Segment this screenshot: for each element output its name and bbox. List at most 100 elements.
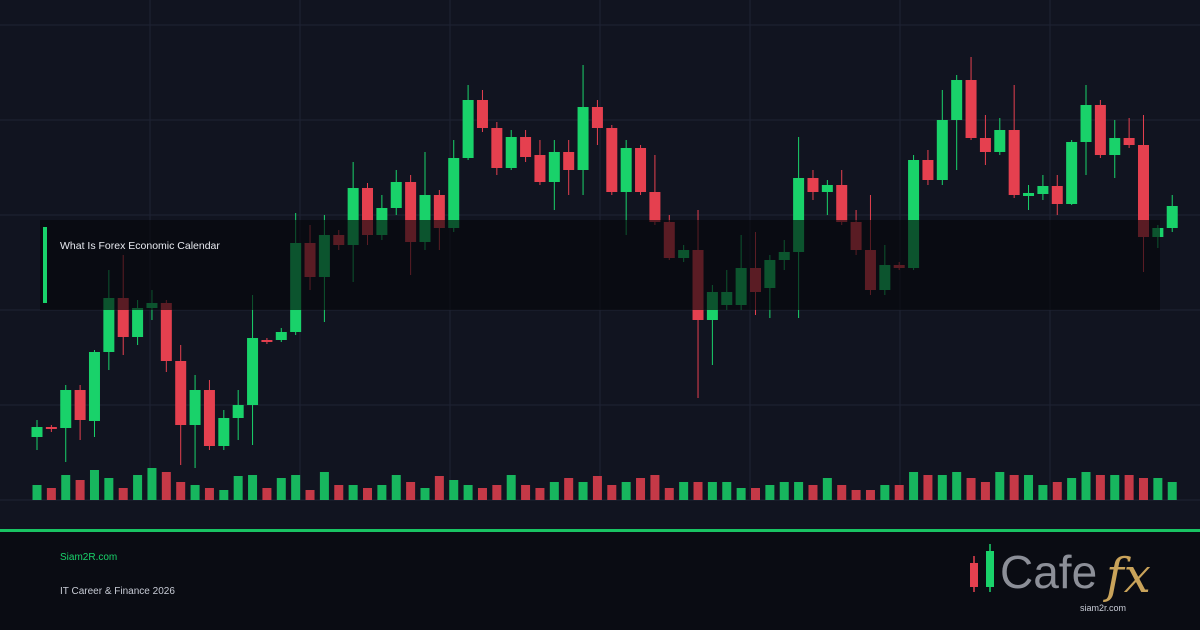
- volume-bar: [851, 490, 861, 500]
- volume-bar: [276, 478, 286, 500]
- volume-bar: [1138, 478, 1148, 500]
- volume-bar: [377, 485, 387, 500]
- volume-bar: [722, 482, 732, 500]
- volume-bar: [1081, 472, 1091, 500]
- candle-body: [1066, 142, 1078, 204]
- candle-body: [232, 405, 244, 418]
- candle-body: [462, 100, 474, 158]
- candle-body: [1023, 193, 1035, 196]
- volume-bar: [348, 485, 358, 500]
- logo: Cafe fx siam2r.com: [970, 544, 1151, 613]
- volume-bar: [233, 476, 243, 500]
- volume-bar: [219, 490, 229, 500]
- candle-body: [45, 427, 57, 429]
- candle-body: [175, 361, 187, 425]
- volume-bar: [147, 468, 157, 500]
- volume-bar: [1052, 482, 1062, 500]
- candle-body: [620, 148, 632, 192]
- candle-body: [649, 192, 661, 222]
- volume-bar: [391, 475, 401, 500]
- volume-bar: [1124, 475, 1134, 500]
- volume-bar: [736, 488, 746, 500]
- candle-body: [203, 390, 215, 446]
- candle-body: [505, 137, 517, 168]
- volume-bar: [880, 485, 890, 500]
- candle-body: [117, 298, 129, 337]
- volume-bar: [463, 485, 473, 500]
- volume-bar: [89, 470, 99, 500]
- volume-bar: [449, 480, 459, 500]
- candle-body: [979, 138, 991, 152]
- volume-bar: [607, 485, 617, 500]
- volume-bar: [506, 475, 516, 500]
- volume-bar: [521, 485, 531, 500]
- volume-bar: [1110, 475, 1120, 500]
- volume-bar: [176, 482, 186, 500]
- candle-body: [103, 298, 115, 352]
- volume-bar: [664, 488, 674, 500]
- volume-bar: [923, 475, 933, 500]
- volume-bar: [133, 475, 143, 500]
- volume-bar: [693, 482, 703, 500]
- candle-body: [922, 160, 934, 180]
- volume-bar: [406, 482, 416, 500]
- volume-bar: [995, 472, 1005, 500]
- title-overlay: [40, 220, 1160, 310]
- volume-bar: [319, 472, 329, 500]
- volume-bar: [751, 488, 760, 500]
- volume-bar: [1038, 485, 1048, 500]
- volume-bar: [679, 482, 689, 500]
- candle-body: [60, 390, 72, 428]
- candle-body: [591, 107, 603, 128]
- logo-icon-body: [970, 563, 978, 587]
- candle-body: [1051, 186, 1063, 204]
- candle-body: [132, 308, 144, 337]
- candle-body: [821, 185, 833, 192]
- candle-body: [405, 182, 417, 242]
- volume-bar: [621, 482, 631, 500]
- volume-bar: [822, 478, 832, 500]
- candle-body: [433, 195, 445, 228]
- logo-url: siam2r.com: [1080, 603, 1126, 613]
- candle-body: [793, 178, 805, 252]
- divider: [0, 529, 1200, 532]
- volume-bar: [291, 475, 301, 500]
- volume-bar: [1024, 475, 1034, 500]
- volume-bar: [578, 482, 588, 500]
- volume-bar: [32, 485, 42, 500]
- candle-body: [951, 80, 963, 120]
- volume-bar: [779, 482, 789, 500]
- volume-bar: [937, 475, 947, 500]
- candle-body: [807, 178, 819, 192]
- volume-bar: [75, 480, 85, 500]
- volume-bar: [865, 490, 875, 500]
- candle-body: [606, 128, 618, 192]
- volume-bar: [477, 488, 487, 500]
- candle-body: [390, 182, 402, 208]
- candle-body: [994, 130, 1006, 152]
- candle-body: [275, 332, 287, 340]
- volume-bar: [1153, 478, 1163, 500]
- candle-body: [1008, 130, 1020, 195]
- candle-body: [31, 427, 43, 437]
- volume-bar: [118, 488, 128, 500]
- volume-bar: [909, 472, 919, 500]
- volume-bar: [248, 475, 258, 500]
- candle-body: [965, 80, 977, 138]
- volume-bar: [46, 488, 56, 500]
- volume-bar: [1009, 475, 1019, 500]
- volume-bar: [794, 482, 804, 500]
- site-name: Siam2R.com: [60, 552, 117, 563]
- volume-bar: [765, 485, 775, 500]
- candle-body: [1037, 186, 1049, 194]
- candle-body: [1166, 206, 1178, 228]
- candle-body: [563, 152, 575, 170]
- tagline: IT Career & Finance 2026: [60, 586, 175, 597]
- candle-body: [1080, 105, 1092, 142]
- title-accent: [43, 227, 47, 303]
- logo-word: Cafe: [1000, 546, 1097, 598]
- volume-bar: [305, 490, 315, 500]
- volume-bar: [434, 476, 444, 500]
- volume-bar: [535, 488, 545, 500]
- candle-body: [218, 418, 230, 446]
